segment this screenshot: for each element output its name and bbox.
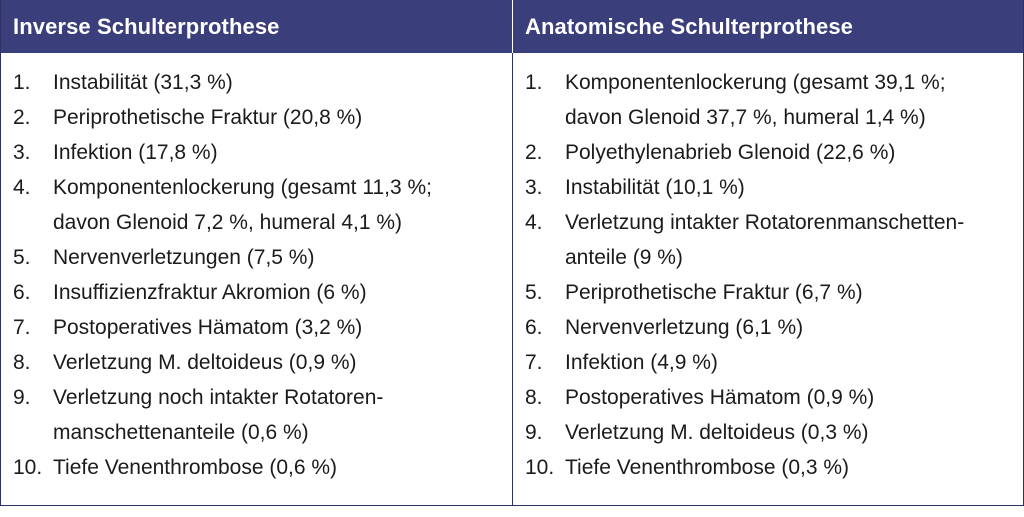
list-item-line: Instabilität (31,3 %)	[53, 71, 233, 94]
list-item-text: Tiefe Venenthrombose (0,6 %)	[53, 450, 512, 485]
list-item-text: Periprothetische Fraktur (20,8 %)	[53, 100, 512, 135]
list-item-line: manschettenanteile (0,6 %)	[53, 421, 309, 444]
list-item-text: Tiefe Venenthrombose (0,3 %)	[565, 450, 1023, 485]
list-item: 2. Periprothetische Fraktur (20,8 %)	[1, 100, 512, 135]
list-item-number: 1.	[525, 71, 543, 94]
list-item-line: Komponentenlockerung (gesamt 39,1 %;	[565, 71, 946, 94]
list-item-text: Komponentenlockerung (gesamt 39,1 %; davo…	[565, 65, 1023, 135]
list-item-text: Infektion (4,9 %)	[565, 345, 1023, 380]
list-item: 9. Verletzung M. deltoideus (0,3 %)	[513, 415, 1023, 450]
list-item-number: 5.	[13, 246, 31, 269]
list-item-line: Verletzung M. deltoideus (0,9 %)	[53, 351, 357, 374]
list-item-text: Verletzung noch intakter Rotatoren-mansc…	[53, 380, 512, 450]
list-item-number: 8.	[525, 386, 543, 409]
list-item-number: 8.	[13, 351, 31, 374]
complications-table: Inverse Schulterprothese Anatomische Sch…	[0, 0, 1024, 506]
list-item-text: Insuffizienzfraktur Akromion (6 %)	[53, 275, 512, 310]
list-item-text: Polyethylenabrieb Glenoid (22,6 %)	[565, 135, 1023, 170]
list-item-number: 7.	[525, 351, 543, 374]
header-anatomic-prosthesis: Anatomische Schulterprothese	[513, 0, 1023, 53]
list-item: 1. Komponentenlockerung (gesamt 39,1 %; da…	[513, 65, 1023, 135]
list-item-number: 10.	[525, 456, 555, 479]
list-item: 5. Periprothetische Fraktur (6,7 %)	[513, 275, 1023, 310]
list-item-line: Periprothetische Fraktur (6,7 %)	[565, 281, 863, 304]
list-item-text: Verletzung M. deltoideus (0,9 %)	[53, 345, 512, 380]
list-item-number: 7.	[13, 316, 31, 339]
header-inverse-prosthesis: Inverse Schulterprothese	[1, 0, 513, 53]
list-item-line: Infektion (4,9 %)	[565, 351, 718, 374]
list-item-text: Infektion (17,8 %)	[53, 135, 512, 170]
list-item: 5. Nervenverletzungen (7,5 %)	[1, 240, 512, 275]
list-item-number: 3.	[13, 141, 31, 164]
list-item: 6. Nervenverletzung (6,1 %)	[513, 310, 1023, 345]
list-item: 4. Verletzung intakter Rotatorenmanschett…	[513, 205, 1023, 275]
list-item-text: Postoperatives Hämatom (3,2 %)	[53, 310, 512, 345]
list-item-text: Komponentenlockerung (gesamt 11,3 %; davo…	[53, 170, 512, 240]
list-item-line: Nervenverletzungen (7,5 %)	[53, 246, 315, 269]
list-item: 8. Postoperatives Hämatom (0,9 %)	[513, 380, 1023, 415]
list-item-number: 9.	[13, 386, 31, 409]
list-item-number: 5.	[525, 281, 543, 304]
list-item-text: Postoperatives Hämatom (0,9 %)	[565, 380, 1023, 415]
list-item: 2. Polyethylenabrieb Glenoid (22,6 %)	[513, 135, 1023, 170]
list-item: 10. Tiefe Venenthrombose (0,3 %)	[513, 450, 1023, 485]
list-item-line: Tiefe Venenthrombose (0,3 %)	[565, 456, 850, 479]
list-item-line: Infektion (17,8 %)	[53, 141, 218, 164]
list-item-number: 6.	[13, 281, 31, 304]
list-item-line: Instabilität (10,1 %)	[565, 176, 745, 199]
column-anatomic-prosthesis: 1. Komponentenlockerung (gesamt 39,1 %; da…	[513, 53, 1023, 505]
list-item-line: Insuffizienzfraktur Akromion (6 %)	[53, 281, 367, 304]
list-item-text: Instabilität (31,3 %)	[53, 65, 512, 100]
list-item-number: 3.	[525, 176, 543, 199]
list-item: 7. Infektion (4,9 %)	[513, 345, 1023, 380]
list-item: 7. Postoperatives Hämatom (3,2 %)	[1, 310, 512, 345]
list-item-text: Instabilität (10,1 %)	[565, 170, 1023, 205]
list-item-number: 2.	[13, 106, 31, 129]
list-item: 4. Komponentenlockerung (gesamt 11,3 %; da…	[1, 170, 512, 240]
list-item: 3. Instabilität (10,1 %)	[513, 170, 1023, 205]
list-item-line: Postoperatives Hämatom (3,2 %)	[53, 316, 363, 339]
list-item: 1. Instabilität (31,3 %)	[1, 65, 512, 100]
list-item-line: davon Glenoid 37,7 %, humeral 1,4 %)	[565, 106, 926, 129]
list-item-number: 4.	[13, 176, 31, 199]
list-item-line: Nervenverletzung (6,1 %)	[565, 316, 804, 339]
list-item-number: 2.	[525, 141, 543, 164]
list-item-text: Verletzung intakter Rotatorenmanschetten…	[565, 205, 1023, 275]
list-item-number: 10.	[13, 456, 43, 479]
list-item-line: Postoperatives Hämatom (0,9 %)	[565, 386, 875, 409]
list-item-line: Polyethylenabrieb Glenoid (22,6 %)	[565, 141, 896, 164]
list-item-line: Verletzung noch intakter Rotatoren-	[53, 386, 384, 409]
list-item-text: Periprothetische Fraktur (6,7 %)	[565, 275, 1023, 310]
list-item-text: Nervenverletzungen (7,5 %)	[53, 240, 512, 275]
list-item-line: anteile (9 %)	[565, 246, 683, 269]
list-item: 6. Insuffizienzfraktur Akromion (6 %)	[1, 275, 512, 310]
list-item-line: Tiefe Venenthrombose (0,6 %)	[53, 456, 338, 479]
list-item-line: Periprothetische Fraktur (20,8 %)	[53, 106, 363, 129]
list-item-number: 1.	[13, 71, 31, 94]
list-item: 9. Verletzung noch intakter Rotatoren-man…	[1, 380, 512, 450]
list-item-number: 4.	[525, 211, 543, 234]
list-item-line: davon Glenoid 7,2 %, humeral 4,1 %)	[53, 211, 403, 234]
list-item-number: 9.	[525, 421, 543, 444]
list-item-line: Verletzung intakter Rotatorenmanschetten…	[565, 211, 965, 234]
list-item-number: 6.	[525, 316, 543, 339]
list-item: 8. Verletzung M. deltoideus (0,9 %)	[1, 345, 512, 380]
list-item-text: Verletzung M. deltoideus (0,3 %)	[565, 415, 1023, 450]
list-item-line: Verletzung M. deltoideus (0,3 %)	[565, 421, 869, 444]
list-item: 10. Tiefe Venenthrombose (0,6 %)	[1, 450, 512, 485]
column-inverse-prosthesis: 1. Instabilität (31,3 %) 2. Periprothetisch…	[1, 53, 513, 505]
list-item-line: Komponentenlockerung (gesamt 11,3 %;	[53, 176, 433, 199]
list-item-text: Nervenverletzung (6,1 %)	[565, 310, 1023, 345]
list-item: 3. Infektion (17,8 %)	[1, 135, 512, 170]
